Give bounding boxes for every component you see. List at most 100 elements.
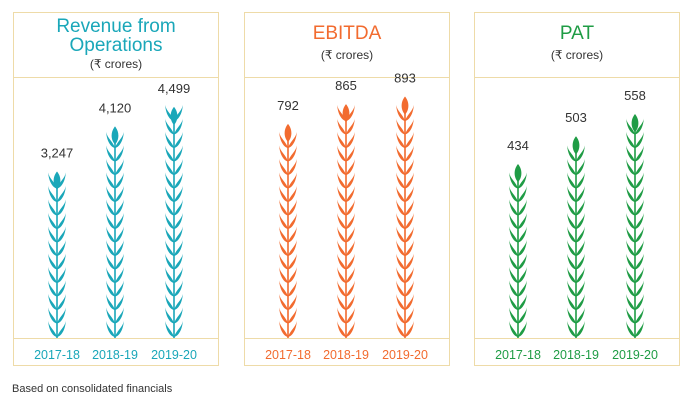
kernel (174, 159, 183, 175)
kernel (509, 253, 518, 270)
kernel (279, 159, 288, 175)
kernel (396, 294, 405, 310)
kernel (57, 321, 66, 337)
tick-label-2019-20: 2019-20 (382, 348, 428, 362)
kernel (346, 267, 355, 283)
kernel (567, 145, 576, 162)
kernel (106, 172, 115, 189)
kernel (48, 294, 57, 310)
pat-chart: 434 2017-18 503 2018-19 558 2019-20 (495, 88, 658, 362)
kernel (337, 145, 346, 162)
kernel (405, 226, 414, 243)
kernel (279, 307, 288, 324)
kernel (396, 240, 405, 256)
kernel (165, 132, 174, 148)
kernel (174, 118, 183, 135)
kernel (165, 172, 174, 189)
kernel (635, 253, 644, 270)
kernel (567, 294, 576, 310)
stalk-tip (514, 164, 522, 183)
kernel (396, 253, 405, 270)
data-label-2019-20: 893 (394, 70, 416, 85)
kernel (396, 280, 405, 297)
kernel (106, 159, 115, 175)
kernel (509, 307, 518, 324)
kernel (337, 226, 346, 243)
kernel (635, 159, 644, 175)
kernel (346, 159, 355, 175)
kernel (288, 159, 297, 175)
kernel (115, 226, 124, 243)
kernel (518, 307, 527, 324)
stalk-stem (173, 112, 175, 340)
data-label-2017-18: 3,247 (41, 145, 74, 160)
kernel (106, 280, 115, 297)
revenue-chart: 3,247 2017-18 4,120 2018-19 4,499 2019-20 (34, 81, 197, 362)
kernel (288, 321, 297, 337)
kernel (635, 307, 644, 324)
kernel (567, 172, 576, 189)
kernel (165, 280, 174, 297)
ebitda-chart: 792 2017-18 865 2018-19 893 2019-20 (265, 70, 428, 362)
kernel (288, 253, 297, 270)
ebitda-header: EBITDA (₹ crores) (245, 13, 449, 78)
kernel (165, 186, 174, 202)
pat-unit: (₹ crores) (550, 48, 604, 62)
kernel (509, 240, 518, 256)
kernel (405, 105, 414, 121)
kernel (174, 307, 183, 324)
kernel (48, 213, 57, 229)
kernel (626, 213, 635, 229)
kernel (346, 186, 355, 202)
revenue-footer (14, 338, 218, 365)
stalk-tip (284, 123, 292, 142)
kernel (106, 321, 115, 337)
kernel (337, 186, 346, 202)
kernel (115, 321, 124, 337)
kernel (518, 294, 527, 310)
kernel (165, 240, 174, 256)
kernel (106, 240, 115, 256)
kernel (509, 280, 518, 297)
kernel (567, 213, 576, 229)
kernel (165, 321, 174, 337)
kernel (115, 280, 124, 297)
kernel (626, 159, 635, 175)
data-label-2018-19: 865 (335, 78, 357, 93)
data-label-2017-18: 434 (507, 138, 529, 153)
kernel (567, 267, 576, 283)
kernel (174, 199, 183, 216)
kernel (518, 253, 527, 270)
kernel (405, 199, 414, 216)
kernel (106, 199, 115, 216)
kernel (174, 294, 183, 310)
kernel (288, 226, 297, 243)
kernel (174, 267, 183, 283)
kernel (346, 172, 355, 189)
pat-header: PAT (₹ crores) (475, 13, 679, 78)
kernel (174, 145, 183, 162)
kernel (288, 172, 297, 189)
kernel (567, 307, 576, 324)
kernel (635, 132, 644, 148)
bar-2017-18 (509, 164, 527, 339)
stalk-tip (342, 104, 350, 123)
kernel (626, 145, 635, 162)
kernel (337, 172, 346, 189)
kernel (115, 267, 124, 283)
kernel (48, 321, 57, 337)
bar-2018-19 (567, 136, 585, 339)
kernel (106, 145, 115, 162)
kernel (337, 321, 346, 337)
kernel (576, 226, 585, 243)
kernel (346, 253, 355, 270)
kernel (405, 267, 414, 283)
kernel (396, 199, 405, 216)
kernel (115, 294, 124, 310)
kernel (165, 226, 174, 243)
kernel (106, 213, 115, 229)
kernel (48, 199, 57, 216)
kernel (48, 226, 57, 243)
kernel (405, 280, 414, 297)
kernel (115, 253, 124, 270)
